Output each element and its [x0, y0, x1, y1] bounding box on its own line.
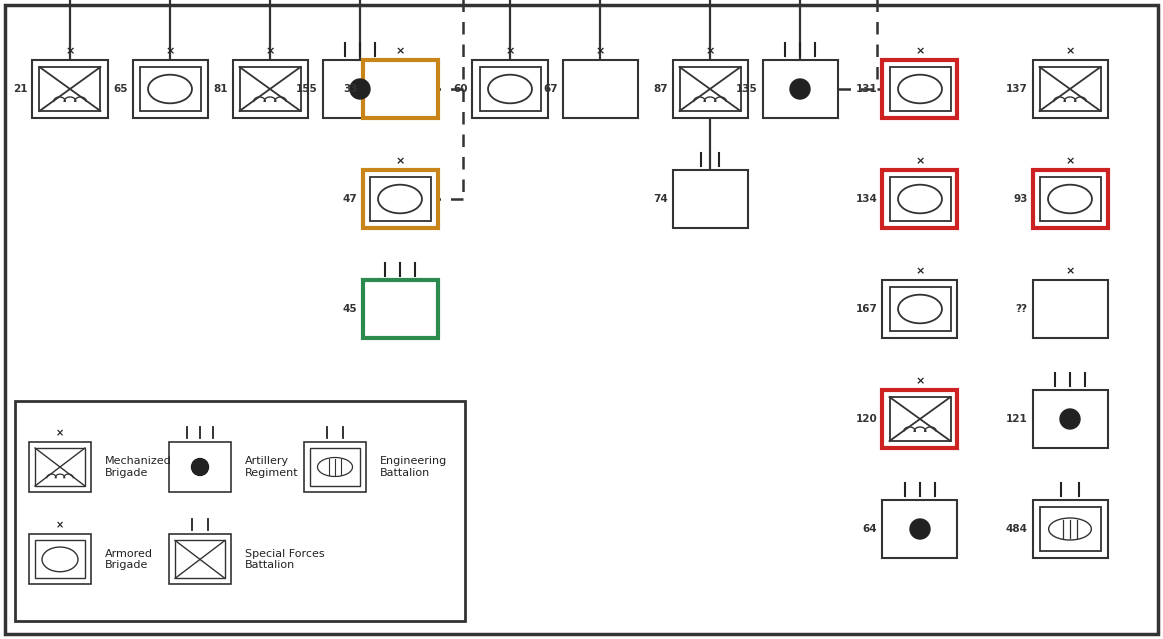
Bar [363, 60, 437, 118]
Ellipse shape [1049, 518, 1091, 540]
Bar [1040, 67, 1100, 111]
Bar [1033, 60, 1107, 118]
Ellipse shape [317, 458, 352, 477]
Text: 47: 47 [343, 194, 357, 204]
Bar [169, 442, 231, 492]
Text: Special Forces
Battalion: Special Forces Battalion [245, 549, 324, 570]
Bar [133, 60, 207, 118]
Text: ×: × [915, 156, 925, 166]
Bar [40, 67, 100, 111]
Circle shape [790, 79, 809, 99]
Bar [679, 67, 741, 111]
Bar [240, 67, 300, 111]
Bar [363, 280, 437, 338]
Text: ×: × [265, 46, 274, 56]
Text: 21: 21 [13, 84, 28, 94]
Text: 45: 45 [343, 304, 357, 314]
Bar [363, 170, 437, 228]
Text: ×: × [705, 46, 715, 56]
Bar [883, 280, 957, 338]
Bar [883, 500, 957, 558]
Bar [233, 60, 307, 118]
Bar [563, 60, 637, 118]
Text: 60: 60 [454, 84, 468, 94]
Text: 131: 131 [856, 84, 878, 94]
Bar [1033, 280, 1107, 338]
Text: ×: × [395, 46, 405, 56]
Text: 134: 134 [856, 194, 878, 204]
Bar [763, 60, 837, 118]
Text: ×: × [395, 156, 405, 166]
Text: ×: × [505, 46, 515, 56]
Bar [890, 67, 950, 111]
Text: ×: × [915, 376, 925, 386]
Text: ×: × [56, 428, 64, 438]
Bar [311, 448, 361, 486]
Bar [174, 541, 224, 578]
Bar [1033, 390, 1107, 448]
Text: 93: 93 [1013, 194, 1027, 204]
Circle shape [909, 519, 930, 539]
Text: 135: 135 [736, 84, 757, 94]
Text: ×: × [595, 46, 605, 56]
Text: 65: 65 [113, 84, 128, 94]
Text: ??: ?? [1015, 304, 1027, 314]
Text: 33: 33 [343, 84, 357, 94]
Text: 67: 67 [543, 84, 557, 94]
Text: ×: × [56, 520, 64, 530]
Text: Armored
Brigade: Armored Brigade [105, 549, 154, 570]
Text: ×: × [1065, 156, 1075, 166]
Bar [472, 60, 548, 118]
Text: ×: × [915, 266, 925, 276]
Bar [1033, 170, 1107, 228]
Text: 484: 484 [1006, 524, 1027, 534]
Bar [479, 67, 541, 111]
Bar [169, 534, 231, 585]
Circle shape [192, 459, 208, 475]
Text: 87: 87 [652, 84, 668, 94]
Bar [672, 60, 748, 118]
Text: 64: 64 [863, 524, 878, 534]
Bar [33, 60, 107, 118]
Bar [29, 534, 91, 585]
Text: 167: 167 [856, 304, 878, 314]
Bar [35, 448, 85, 486]
Bar [1033, 500, 1107, 558]
Text: Engineering
Battalion: Engineering Battalion [380, 456, 448, 478]
Bar [370, 177, 430, 221]
Bar [1040, 507, 1100, 551]
Text: ×: × [1065, 266, 1075, 276]
Bar [890, 397, 950, 441]
Text: Artillery
Regiment: Artillery Regiment [245, 456, 299, 478]
Text: ×: × [1065, 46, 1075, 56]
Text: ×: × [165, 46, 174, 56]
Bar [322, 60, 398, 118]
Text: 74: 74 [652, 194, 668, 204]
Bar [35, 541, 85, 578]
Text: 120: 120 [856, 414, 878, 424]
Bar [883, 60, 957, 118]
Bar [883, 390, 957, 448]
Bar [890, 287, 950, 331]
Bar [29, 442, 91, 492]
Text: 155: 155 [295, 84, 317, 94]
Text: 137: 137 [1006, 84, 1027, 94]
Text: 81: 81 [213, 84, 228, 94]
Bar [672, 170, 748, 228]
Text: Mechanized
Brigade: Mechanized Brigade [105, 456, 172, 478]
Circle shape [350, 79, 370, 99]
Text: ×: × [915, 46, 925, 56]
Bar [883, 170, 957, 228]
Bar [15, 401, 465, 621]
Bar [304, 442, 366, 492]
Bar [890, 177, 950, 221]
Bar [1040, 177, 1100, 221]
Circle shape [1059, 409, 1080, 429]
Text: 121: 121 [1006, 414, 1027, 424]
Text: ×: × [65, 46, 74, 56]
Bar [140, 67, 200, 111]
